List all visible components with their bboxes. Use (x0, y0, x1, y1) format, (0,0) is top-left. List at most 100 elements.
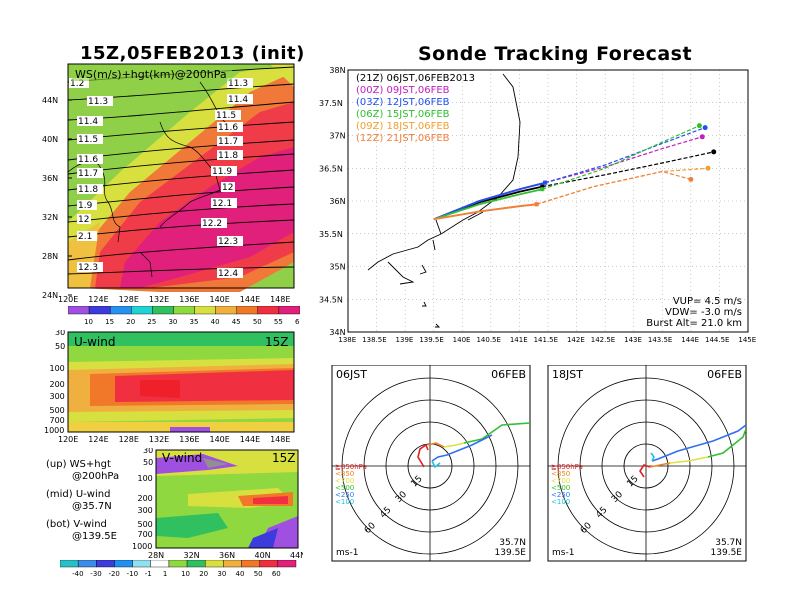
contour-label-bg (77, 184, 103, 194)
colorbar-bottom-swatch (60, 560, 79, 568)
track-line-dashed (542, 151, 714, 188)
track-lon-tick: 141E (510, 336, 528, 344)
track-lon-tick: 144E (681, 336, 699, 344)
contour-label-left: 11.7 (78, 169, 98, 179)
track-param: VDW= -3.0 m/s (665, 307, 742, 318)
track-line-solid (433, 203, 537, 221)
contour-label-bg (77, 116, 103, 126)
contour-label-bg (217, 150, 243, 160)
hodo-trace (443, 442, 465, 448)
colorbar-top-label: 30 (168, 318, 177, 326)
hodo-time: 06JST (336, 368, 367, 381)
contour-label-right: 11.6 (218, 123, 238, 133)
colorbar-top-swatch (152, 306, 174, 315)
track-lon-tick: 139.5E (419, 336, 443, 344)
track-line-dashed (544, 127, 706, 184)
u-lon-tick: 140E (210, 435, 230, 444)
hodo-loc-lon: 139.5E (711, 548, 743, 558)
v-pressure-tick: 500 (138, 520, 153, 529)
contour-label-right: 11.7 (218, 137, 238, 147)
u-pressure-tick: 50 (55, 342, 65, 351)
hodo-loc-lat: 35.7N (499, 538, 526, 548)
track-legend-entry: (21Z) 06JST,06FEB2013 (356, 73, 475, 84)
track-end-point (711, 149, 717, 155)
contour-label-right: 11.5 (216, 111, 236, 121)
track-end-point (705, 165, 711, 171)
colorbar-bottom-swatch (223, 560, 242, 568)
hodo-trace (431, 460, 441, 469)
map-lon-tick: 120E (58, 295, 78, 304)
colorbar-bottom-swatch (114, 560, 133, 568)
colorbar-bottom-label: 1 (163, 570, 167, 578)
contour-label-bg (221, 182, 235, 192)
side-notes: (up) WS+hgt @200hPa (mid) U-wind @35.7N … (46, 459, 119, 543)
track-param: Burst Alt= 21.0 km (646, 318, 742, 329)
colorbar-bottom-swatch (150, 560, 170, 568)
u-lon-tick: 144E (240, 435, 260, 444)
contour-label-bg (215, 110, 241, 120)
track-line-dashed (544, 136, 703, 184)
track-lat-tick: 35N (329, 263, 345, 272)
colorbar-top-label: 45 (232, 318, 241, 326)
hodo-trace (463, 422, 530, 444)
u-pressure-tick: 700 (50, 416, 65, 425)
hodo-frame (547, 365, 747, 562)
contour-label-left: 11.5 (78, 135, 98, 145)
note-line-3: (mid) U-wind (46, 489, 111, 500)
colorbar-top-swatch (68, 306, 90, 315)
track-legend-entry: (12Z) 21JST,06FEB (356, 133, 450, 144)
colorbar-top-label: 60 (295, 318, 300, 326)
contour-label-right: 11.9 (212, 167, 232, 177)
contour-label-bg (69, 78, 89, 88)
v-band-green (156, 513, 228, 538)
hodo-trace (707, 428, 746, 458)
contour-label-bg (77, 231, 97, 241)
colorbar-bottom-swatch (96, 560, 115, 568)
v-pressure-tick: 700 (138, 530, 153, 539)
hodo-unit: ms-1 (552, 548, 574, 558)
contour-label-bg (217, 268, 243, 278)
track-lon-tick: 141.5E (534, 336, 558, 344)
hodo-level-legend: ≧850hPa (551, 463, 583, 471)
track-line-dashed (542, 125, 700, 190)
colorbar-bottom-swatch (277, 560, 297, 568)
contour-label-right: 12 (222, 183, 233, 193)
map-lon-tick: 128E (119, 295, 139, 304)
v-lat-tick: 32N (184, 551, 200, 560)
hodo-unit: ms-1 (336, 548, 358, 558)
contour-label-bg (227, 94, 253, 104)
hodo-level-legend: <100 (335, 498, 354, 506)
track-lat-tick: 34.5N (319, 295, 343, 304)
map-lon-tick: 148E (270, 295, 290, 304)
hodo-trace (649, 462, 671, 468)
hodo-time: 18JST (552, 368, 583, 381)
track-line-solid (433, 181, 546, 221)
track-burst-marker (543, 180, 548, 185)
track-lon-tick: 143.5E (648, 336, 672, 344)
hodo-trace (669, 456, 709, 464)
contour-label-bg (217, 136, 243, 146)
track-lon-tick: 138.5E (362, 336, 386, 344)
colorbar-top-swatch (257, 306, 280, 315)
contour-label-left: 12 (78, 215, 89, 225)
track-burst-marker (534, 202, 539, 207)
hodo-level-legend: <100 (551, 498, 570, 506)
v-lat-tick: 28N (148, 551, 164, 560)
colorbar-bottom-swatch (77, 560, 97, 568)
map-lat-ticks: 44N 40N 36N 32N 28N 24N (42, 96, 72, 300)
hodo-trace (431, 434, 493, 462)
colorbar-top-label: 40 (211, 318, 220, 326)
colorbar-bottom-label: 30 (217, 570, 226, 578)
track-series (433, 123, 717, 221)
note-line-4: @35.7N (72, 501, 112, 512)
contour-label-bg (77, 154, 103, 164)
colorbar-bottom-label: 20 (199, 570, 208, 578)
track-lon-tick: 139E (396, 336, 414, 344)
colorbar-bottom-label: -30 (90, 570, 101, 578)
right-title: Sonde Tracking Forecast (418, 43, 693, 65)
u-wind-label: U-wind (74, 335, 115, 349)
hodo-trace (650, 452, 655, 462)
contour-label-bg (87, 96, 113, 106)
